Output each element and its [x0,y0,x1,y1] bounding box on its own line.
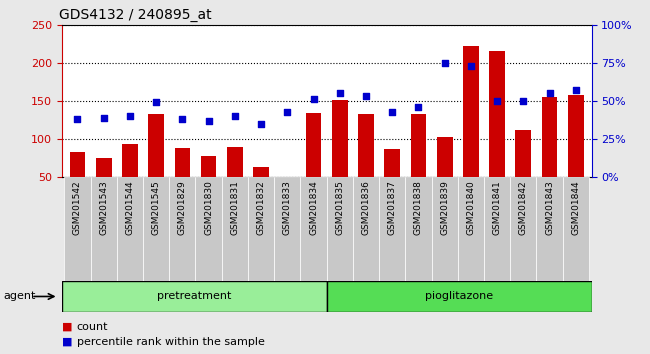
Point [544,90,554,96]
Point [439,60,450,66]
Text: pretreatment: pretreatment [157,291,231,302]
Bar [353,177,379,287]
Text: GSM201829: GSM201829 [178,180,187,235]
Bar [358,114,374,215]
Text: GSM201833: GSM201833 [283,180,292,235]
Bar [458,177,484,287]
Text: GSM201830: GSM201830 [204,180,213,235]
Text: ■: ■ [62,322,72,332]
Point [413,104,424,110]
Bar [437,137,452,215]
Bar [122,144,138,215]
Bar [510,177,536,287]
Point [151,99,161,105]
Bar [489,51,505,215]
Bar [96,158,112,215]
Bar [432,177,458,287]
Text: GSM201837: GSM201837 [387,180,396,235]
Bar [148,114,164,215]
Point [282,109,293,114]
Bar [143,177,169,287]
Bar [222,177,248,287]
Point [72,116,83,122]
Bar [201,156,216,215]
Text: GSM201832: GSM201832 [257,180,266,235]
Text: GSM201838: GSM201838 [414,180,423,235]
Bar [248,177,274,287]
Bar [280,177,295,215]
Bar [332,100,348,215]
Bar [62,281,326,312]
Text: GSM201835: GSM201835 [335,180,345,235]
Bar [568,95,584,215]
Text: percentile rank within the sample: percentile rank within the sample [77,337,265,347]
Bar [563,177,589,287]
Bar [70,152,85,215]
Text: GSM201843: GSM201843 [545,180,554,235]
Bar [117,177,143,287]
Text: count: count [77,322,108,332]
Point [465,63,476,69]
Bar [411,114,426,215]
Bar [536,177,563,287]
Text: agent: agent [3,291,36,302]
Bar [484,177,510,287]
Text: GSM201543: GSM201543 [99,180,108,235]
Bar [515,130,531,215]
Point [518,98,528,104]
Point [492,98,502,104]
Text: GDS4132 / 240895_at: GDS4132 / 240895_at [59,8,212,22]
Point [361,93,371,99]
Text: GSM201839: GSM201839 [440,180,449,235]
Point [229,113,240,119]
Bar [384,149,400,215]
Text: GSM201842: GSM201842 [519,180,528,235]
Bar [463,46,479,215]
Bar [196,177,222,287]
Point [308,97,318,102]
Point [387,109,397,114]
Point [203,118,214,124]
Bar [227,147,242,215]
Text: GSM201834: GSM201834 [309,180,318,235]
Bar [406,177,432,287]
Bar [541,97,558,215]
Bar [174,148,190,215]
Bar [274,177,300,287]
Text: GSM201841: GSM201841 [493,180,502,235]
Bar [169,177,196,287]
Text: GSM201840: GSM201840 [466,180,475,235]
Bar [326,177,353,287]
Point [256,121,266,126]
Text: GSM201836: GSM201836 [361,180,370,235]
Bar [379,177,406,287]
Text: GSM201542: GSM201542 [73,180,82,235]
Text: GSM201844: GSM201844 [571,180,580,235]
Bar [326,281,592,312]
Point [177,116,188,122]
Bar [64,177,90,287]
Text: GSM201545: GSM201545 [151,180,161,235]
Text: GSM201831: GSM201831 [230,180,239,235]
Text: GSM201544: GSM201544 [125,180,135,235]
Bar [306,113,321,215]
Point [125,113,135,119]
Bar [300,177,326,287]
Bar [254,167,269,215]
Text: ■: ■ [62,337,72,347]
Point [99,115,109,120]
Point [335,90,345,96]
Bar [90,177,117,287]
Text: pioglitazone: pioglitazone [425,291,493,302]
Point [571,87,581,93]
